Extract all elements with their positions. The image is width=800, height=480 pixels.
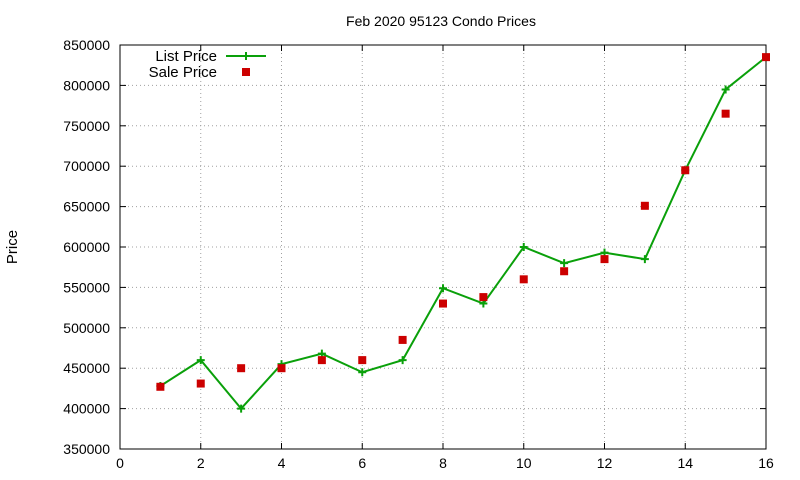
data-point-1-7 <box>439 299 447 308</box>
axes: 350000 400000 450000 500000 550000 600000 6500… <box>63 37 774 471</box>
data-point-1-11 <box>600 255 609 264</box>
data-point-1-4 <box>317 356 326 365</box>
data-point-1-9 <box>519 275 528 284</box>
x-tick-label-5: 10 <box>516 455 532 471</box>
plot-series <box>156 53 770 413</box>
x-tick-label-6: 12 <box>597 455 613 471</box>
data-point-1-0 <box>156 382 165 391</box>
data-point-1-1 <box>196 379 205 388</box>
y-tick-label-8: 750000 <box>63 118 110 134</box>
y-tick-label-4: 550000 <box>63 279 110 295</box>
legend-label-0: List Price <box>155 48 217 65</box>
x-tick-label-7: 14 <box>677 455 693 471</box>
data-point-1-8 <box>479 293 488 302</box>
y-tick-label-3: 500000 <box>63 320 110 336</box>
y-tick-label-6: 650000 <box>63 199 110 215</box>
data-point-1-6 <box>398 335 407 344</box>
data-point-0-9 <box>519 243 528 251</box>
data-point-0-10 <box>560 259 569 268</box>
series-0 <box>156 53 770 413</box>
chart-title: Feb 2020 95123 Condo Prices <box>346 13 536 29</box>
data-point-1-13 <box>681 166 690 175</box>
y-tick-label-0: 350000 <box>63 441 110 457</box>
data-point-0-14 <box>721 85 730 94</box>
legend-marker-0 <box>242 52 250 60</box>
y-tick-label-9: 800000 <box>63 77 110 93</box>
y-tick-label-2: 450000 <box>63 360 110 376</box>
data-point-1-2 <box>237 364 246 373</box>
data-point-0-2 <box>237 404 246 413</box>
x-tick-label-4: 8 <box>439 455 447 471</box>
data-point-1-5 <box>358 356 367 365</box>
data-point-1-10 <box>560 267 569 276</box>
y-tick-label-1: 400000 <box>63 401 110 417</box>
data-point-0-6 <box>398 356 407 365</box>
y-axis-label: Price <box>4 230 21 264</box>
data-point-0-1 <box>196 356 205 365</box>
data-point-1-3 <box>277 364 286 373</box>
y-tick-label-10: 850000 <box>63 37 110 53</box>
y-tick-label-7: 700000 <box>63 158 110 174</box>
data-point-1-14 <box>721 109 730 118</box>
series-1 <box>156 53 770 391</box>
data-point-1-12 <box>640 201 649 210</box>
series-line-0 <box>159 56 767 411</box>
legend-label-1: Sale Price <box>149 64 217 81</box>
x-tick-label-2: 4 <box>278 455 286 471</box>
x-tick-label-3: 6 <box>358 455 366 471</box>
x-tick-label-0: 0 <box>116 455 124 471</box>
x-tick-label-1: 2 <box>197 455 205 471</box>
data-point-0-12 <box>640 255 649 264</box>
data-point-0-5 <box>358 368 367 377</box>
y-tick-label-5: 600000 <box>63 239 110 255</box>
data-point-1-15 <box>762 53 770 62</box>
grid-lines <box>120 45 766 449</box>
data-point-0-7 <box>439 284 447 293</box>
legend-marker-1 <box>242 68 250 76</box>
x-tick-label-8: 16 <box>758 455 774 471</box>
